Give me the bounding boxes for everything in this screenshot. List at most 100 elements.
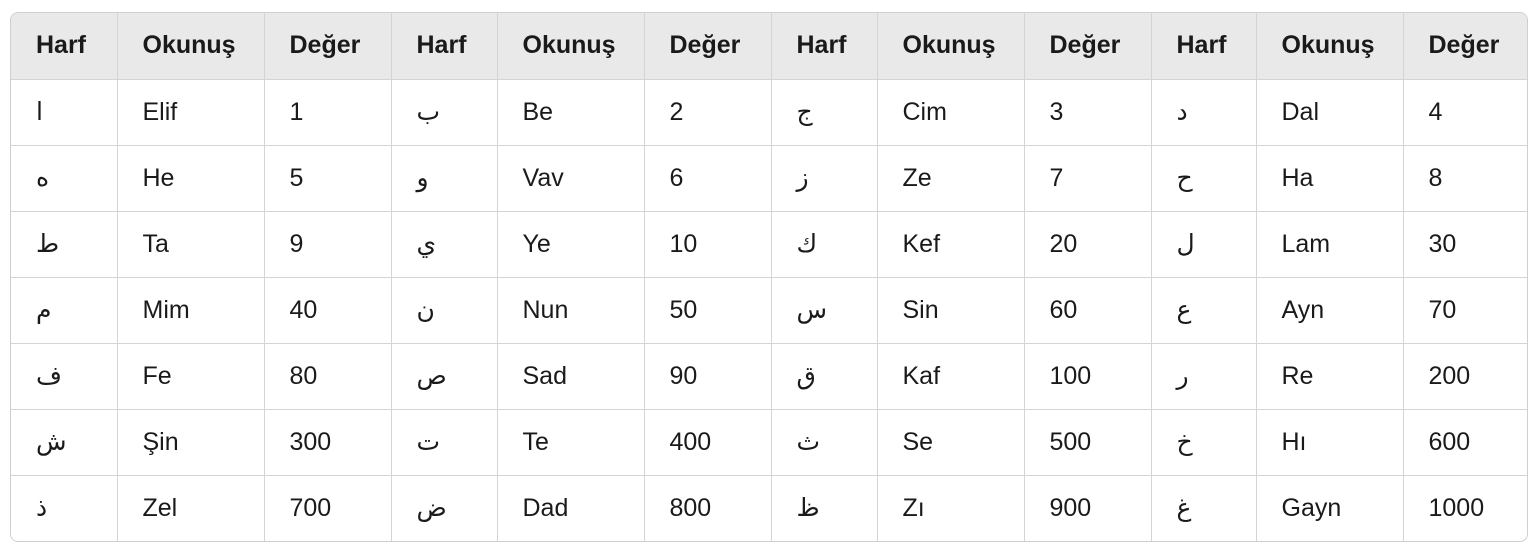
table-cell: Dal (1256, 79, 1404, 146)
table-cell: Mim (117, 277, 265, 344)
table-cell: م (11, 277, 118, 344)
table-cell: ع (1151, 277, 1257, 344)
table-cell: Kef (877, 211, 1025, 278)
table-cell: 10 (644, 211, 772, 278)
table-cell: Fe (117, 343, 265, 410)
table-cell: Kaf (877, 343, 1025, 410)
header-cell: Değer (264, 13, 392, 80)
table-cell: Elif (117, 79, 265, 146)
table-cell: Gayn (1256, 475, 1404, 541)
table-cell: 30 (1403, 211, 1527, 278)
table-cell: Ayn (1256, 277, 1404, 344)
header-row: Harf Okunuş Değer Harf Okunuş Değer Harf Okunuş… (11, 13, 1527, 80)
table-cell: 700 (264, 475, 392, 541)
table-row: ا Elif 1 ب Be 2 ج Cim 3 د Dal 4 (11, 79, 1527, 146)
table-cell: 5 (264, 145, 392, 212)
table-cell: ذ (11, 475, 118, 541)
header-cell: Harf (11, 13, 118, 80)
table-cell: 20 (1024, 211, 1152, 278)
table-cell: Re (1256, 343, 1404, 410)
table-cell: ي (391, 211, 498, 278)
header-cell: Değer (1403, 13, 1527, 80)
table-cell: 60 (1024, 277, 1152, 344)
table-cell: Ze (877, 145, 1025, 212)
table-cell: 1 (264, 79, 392, 146)
table-cell: Sin (877, 277, 1025, 344)
table-body: ا Elif 1 ب Be 2 ج Cim 3 د Dal 4 ه He 5 و Vav 6 ز Ze 7 ح Ha 8 ط Ta… (11, 79, 1527, 541)
table-cell: 70 (1403, 277, 1527, 344)
table-cell: ب (391, 79, 498, 146)
table-cell: Be (497, 79, 645, 146)
table-cell: ح (1151, 145, 1257, 212)
table-cell: Ta (117, 211, 265, 278)
table-cell: 400 (644, 409, 772, 476)
table-cell: 900 (1024, 475, 1152, 541)
table-row: ط Ta 9 ي Ye 10 ك Kef 20 ل Lam 30 (11, 211, 1527, 278)
table-cell: Ye (497, 211, 645, 278)
table-cell: 3 (1024, 79, 1152, 146)
table-cell: Vav (497, 145, 645, 212)
table-cell: Zı (877, 475, 1025, 541)
table-cell: 800 (644, 475, 772, 541)
table-cell: 8 (1403, 145, 1527, 212)
table-cell: ط (11, 211, 118, 278)
table-cell: Sad (497, 343, 645, 410)
table-cell: 500 (1024, 409, 1152, 476)
header-cell: Harf (771, 13, 878, 80)
table-cell: ق (771, 343, 878, 410)
table-cell: 600 (1403, 409, 1527, 476)
table-cell: Lam (1256, 211, 1404, 278)
table-cell: 9 (264, 211, 392, 278)
table-cell: Te (497, 409, 645, 476)
table-cell: 4 (1403, 79, 1527, 146)
table-cell: 2 (644, 79, 772, 146)
header-cell: Okunuş (117, 13, 265, 80)
table-cell: Ha (1256, 145, 1404, 212)
table-cell: 7 (1024, 145, 1152, 212)
abjad-table: Harf Okunuş Değer Harf Okunuş Değer Harf Okunuş… (11, 13, 1527, 541)
table-cell: Şin (117, 409, 265, 476)
table-cell: ر (1151, 343, 1257, 410)
table-cell: He (117, 145, 265, 212)
table-cell: غ (1151, 475, 1257, 541)
table-cell: ا (11, 79, 118, 146)
table-cell: ل (1151, 211, 1257, 278)
table-cell: Se (877, 409, 1025, 476)
header-cell: Okunuş (1256, 13, 1404, 80)
table-cell: Cim (877, 79, 1025, 146)
table-head: Harf Okunuş Değer Harf Okunuş Değer Harf Okunuş… (11, 13, 1527, 80)
table-cell: Nun (497, 277, 645, 344)
table-cell: ت (391, 409, 498, 476)
table-container: Harf Okunuş Değer Harf Okunuş Değer Harf Okunuş… (10, 12, 1528, 542)
table-row: م Mim 40 ن Nun 50 س Sin 60 ع Ayn 70 (11, 277, 1527, 344)
table-cell: Hı (1256, 409, 1404, 476)
table-cell: ف (11, 343, 118, 410)
table-cell: 80 (264, 343, 392, 410)
header-cell: Değer (1024, 13, 1152, 80)
table-cell: ص (391, 343, 498, 410)
table-row: ه He 5 و Vav 6 ز Ze 7 ح Ha 8 (11, 145, 1527, 212)
table-cell: ن (391, 277, 498, 344)
header-cell: Değer (644, 13, 772, 80)
table-cell: و (391, 145, 498, 212)
table-cell: Dad (497, 475, 645, 541)
table-cell: ظ (771, 475, 878, 541)
table-cell: 40 (264, 277, 392, 344)
table-cell: ه (11, 145, 118, 212)
table-cell: ث (771, 409, 878, 476)
table-row: ذ Zel 700 ض Dad 800 ظ Zı 900 غ Gayn 1000 (11, 475, 1527, 541)
table-cell: ك (771, 211, 878, 278)
header-cell: Harf (391, 13, 498, 80)
table-cell: 1000 (1428, 493, 1485, 522)
table-cell: د (1151, 79, 1257, 146)
table-cell: 100 (1024, 343, 1152, 410)
table-cell: 50 (644, 277, 772, 344)
header-cell: Harf (1151, 13, 1257, 80)
table-cell: 200 (1403, 343, 1527, 410)
table-cell: Zel (117, 475, 265, 541)
table-row: ف Fe 80 ص Sad 90 ق Kaf 100 ر Re 200 (11, 343, 1527, 410)
table-cell: خ (1151, 409, 1257, 476)
header-cell: Okunuş (497, 13, 645, 80)
table-cell: ز (771, 145, 878, 212)
